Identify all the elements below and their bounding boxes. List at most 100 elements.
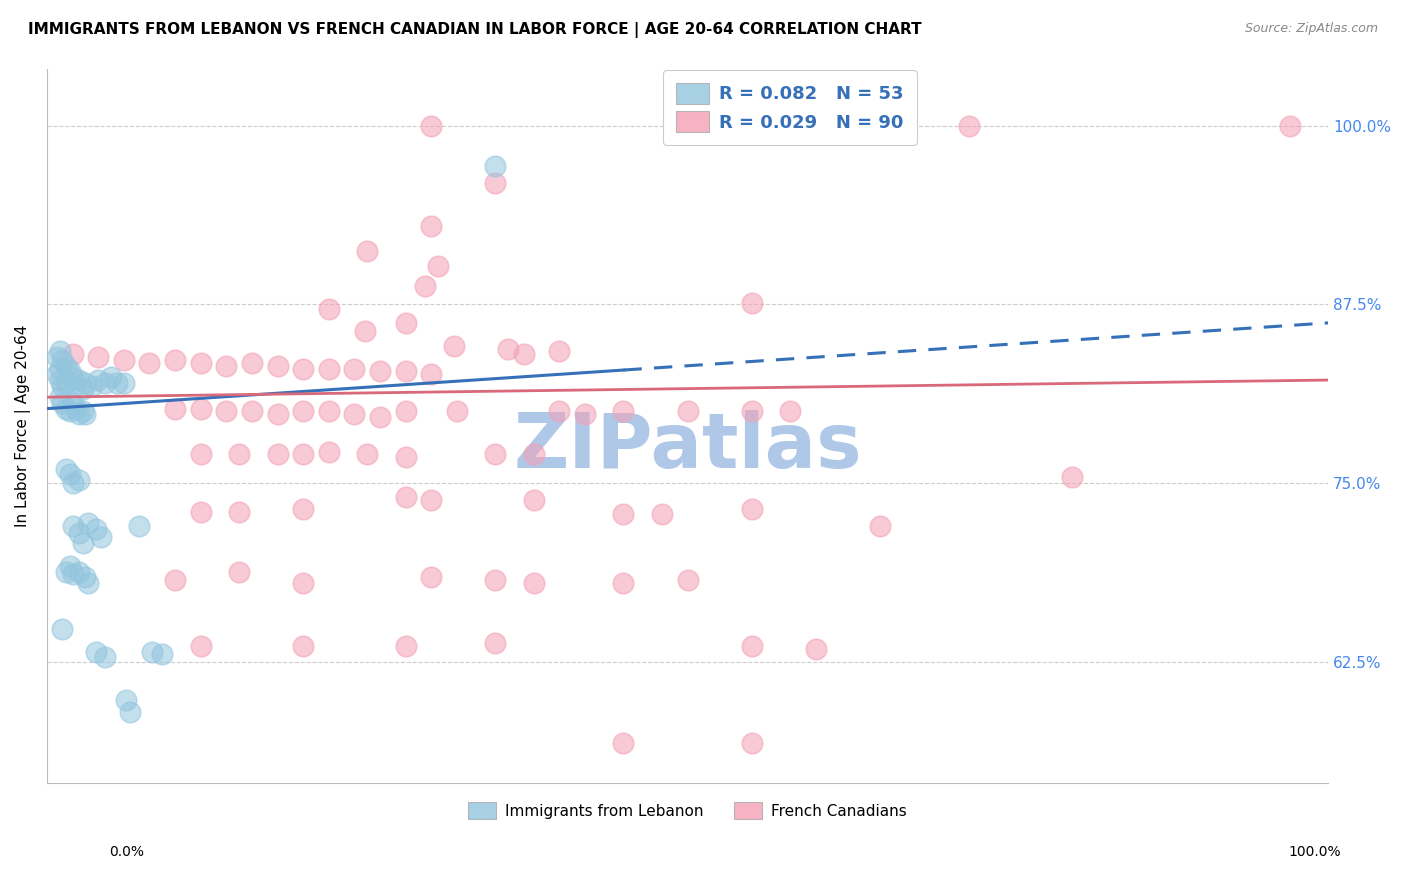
- Point: [395, 490, 418, 504]
- Point: [55, 359, 77, 373]
- Point: [67, 565, 90, 579]
- Point: [59, 404, 82, 418]
- Point: [612, 404, 634, 418]
- Point: [443, 339, 465, 353]
- Point: [77, 576, 100, 591]
- Point: [651, 508, 673, 522]
- Point: [63, 378, 86, 392]
- Point: [62, 567, 84, 582]
- Point: [93, 650, 115, 665]
- Point: [75, 570, 97, 584]
- Point: [446, 404, 468, 418]
- Point: [353, 325, 375, 339]
- Point: [93, 376, 115, 390]
- Point: [141, 644, 163, 658]
- Point: [368, 410, 391, 425]
- Point: [55, 565, 77, 579]
- Point: [741, 404, 763, 418]
- Point: [115, 693, 138, 707]
- Point: [87, 350, 110, 364]
- Point: [356, 244, 378, 259]
- Point: [67, 373, 90, 387]
- Point: [395, 404, 418, 418]
- Point: [90, 530, 112, 544]
- Point: [62, 396, 84, 410]
- Point: [72, 536, 94, 550]
- Point: [72, 404, 94, 418]
- Point: [420, 493, 443, 508]
- Point: [59, 467, 82, 482]
- Point: [240, 356, 263, 370]
- Point: [62, 370, 84, 384]
- Point: [67, 525, 90, 540]
- Point: [548, 404, 571, 418]
- Point: [484, 447, 506, 461]
- Point: [51, 396, 73, 410]
- Point: [77, 516, 100, 530]
- Point: [49, 344, 72, 359]
- Point: [55, 461, 77, 475]
- Point: [318, 404, 340, 418]
- Point: [100, 370, 122, 384]
- Point: [112, 353, 135, 368]
- Point: [484, 573, 506, 587]
- Point: [318, 361, 340, 376]
- Point: [72, 382, 94, 396]
- Point: [741, 736, 763, 750]
- Point: [413, 278, 436, 293]
- Point: [512, 347, 534, 361]
- Point: [318, 301, 340, 316]
- Point: [1278, 119, 1301, 133]
- Point: [484, 176, 506, 190]
- Point: [612, 576, 634, 591]
- Point: [120, 705, 142, 719]
- Point: [49, 390, 72, 404]
- Point: [49, 361, 72, 376]
- Point: [190, 504, 212, 518]
- Point: [292, 639, 315, 653]
- Point: [266, 408, 288, 422]
- Point: [496, 342, 519, 356]
- Point: [523, 576, 546, 591]
- Point: [957, 119, 980, 133]
- Point: [80, 378, 103, 392]
- Point: [343, 361, 366, 376]
- Point: [523, 447, 546, 461]
- Point: [107, 376, 129, 390]
- Point: [292, 576, 315, 591]
- Point: [59, 558, 82, 573]
- Point: [67, 473, 90, 487]
- Point: [215, 359, 238, 373]
- Point: [426, 259, 449, 273]
- Point: [84, 644, 107, 658]
- Point: [741, 639, 763, 653]
- Point: [75, 376, 97, 390]
- Point: [112, 376, 135, 390]
- Point: [55, 401, 77, 416]
- Point: [62, 475, 84, 490]
- Point: [741, 296, 763, 310]
- Point: [420, 570, 443, 584]
- Point: [165, 401, 187, 416]
- Point: [395, 639, 418, 653]
- Point: [240, 404, 263, 418]
- Point: [484, 636, 506, 650]
- Point: [318, 444, 340, 458]
- Point: [395, 450, 418, 465]
- Point: [523, 493, 546, 508]
- Point: [741, 501, 763, 516]
- Point: [804, 641, 827, 656]
- Text: 0.0%: 0.0%: [110, 845, 143, 859]
- Point: [548, 344, 571, 359]
- Point: [150, 648, 173, 662]
- Text: IMMIGRANTS FROM LEBANON VS FRENCH CANADIAN IN LABOR FORCE | AGE 20-64 CORRELATIO: IMMIGRANTS FROM LEBANON VS FRENCH CANADI…: [28, 22, 922, 38]
- Text: ZIPatlas: ZIPatlas: [513, 410, 862, 484]
- Point: [49, 373, 72, 387]
- Point: [75, 408, 97, 422]
- Point: [128, 518, 150, 533]
- Point: [228, 447, 250, 461]
- Point: [228, 504, 250, 518]
- Point: [779, 404, 801, 418]
- Point: [46, 368, 69, 382]
- Point: [62, 518, 84, 533]
